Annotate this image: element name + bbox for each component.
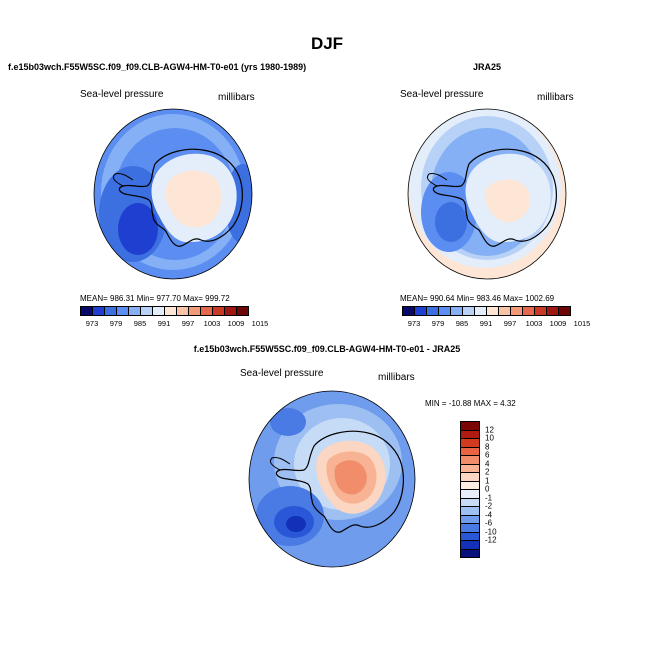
model-stats: MEAN= 986.31 Min= 977.70 Max= 999.72 <box>80 294 230 303</box>
obs-colorbar: 973 979 985 991 997 1003 1009 1015 <box>402 306 590 330</box>
diff-colorbar-tick-label: 1 <box>485 476 490 485</box>
obs-panel-title: JRA25 <box>473 62 502 72</box>
diff-antarctica-positive-core <box>334 460 367 495</box>
model-colorbar-swatch <box>236 306 249 316</box>
diff-low-deep <box>286 516 306 532</box>
model-panel-title: f.e15b03wch.F55W5SC.f09_f09.CLB-AGW4-HM-… <box>8 62 307 72</box>
figure-title: DJF <box>310 34 344 53</box>
model-colorbar: 973 979 985 991 997 1003 1009 1015 <box>80 306 268 330</box>
obs-units-label: millibars <box>537 92 574 103</box>
model-colorbar-tick-label: 985 <box>133 319 147 328</box>
diff-colorbar: 12 10 8 6 4 2 1 0 -1 -2 -4 -6 -10 -12 <box>460 421 510 558</box>
model-colorbar-tick-label: 1003 <box>203 319 221 328</box>
diff-colorbar-tick-label: -12 <box>485 535 497 545</box>
diff-colorbar-tick-label: -6 <box>485 518 493 528</box>
diff-variable-label: Sea-level pressure <box>240 368 324 379</box>
model-colorbar-tick-label: 1015 <box>251 319 269 328</box>
model-colorbar-tick-label: 997 <box>181 319 195 328</box>
diff-colorbar-tick-label: -10 <box>485 527 497 536</box>
diff-peninsula-outline <box>269 457 291 471</box>
obs-colorbar-swatch <box>558 306 571 316</box>
diff-colorbar-tick-label: -1 <box>485 493 493 502</box>
obs-colorbar-tick-label: 997 <box>503 319 517 328</box>
model-deep-low <box>118 203 158 255</box>
model-variable-label: Sea-level pressure <box>80 89 164 100</box>
obs-colorbar-tick-label: 1015 <box>573 319 591 328</box>
obs-peninsula-outline <box>426 173 448 187</box>
model-map-border <box>93 108 253 280</box>
model-colorbar-tick-label: 979 <box>109 319 123 328</box>
diff-map-border <box>248 390 416 568</box>
obs-colorbar-tick-label: 985 <box>455 319 469 328</box>
diff-colorbar-tick-label: 8 <box>485 442 490 451</box>
diff-colorbar-swatch <box>460 548 480 558</box>
diff-panel-title: f.e15b03wch.F55W5SC.f09_f09.CLB-AGW4-HM-… <box>193 344 461 354</box>
obs-colorbar-tick-label: 973 <box>407 319 421 328</box>
diff-low-north <box>270 408 306 436</box>
obs-map-border <box>407 108 567 280</box>
model-colorbar-tick-label: 973 <box>85 319 99 328</box>
model-colorbar-tick-label: 1009 <box>227 319 245 328</box>
diff-colorbar-tick-label: 6 <box>485 450 490 460</box>
obs-colorbar-tick-label: 991 <box>479 319 493 328</box>
model-antarctica-plateau <box>165 170 222 228</box>
diff-map <box>248 390 416 568</box>
obs-variable-label: Sea-level pressure <box>400 89 484 100</box>
diff-units-label: millibars <box>378 372 415 383</box>
model-map <box>93 108 253 280</box>
model-colorbar-tick-label: 991 <box>157 319 171 328</box>
obs-colorbar-tick-label: 1009 <box>549 319 567 328</box>
model-units-label: millibars <box>218 92 255 103</box>
obs-colorbar-tick-label: 979 <box>431 319 445 328</box>
obs-antarctica-plateau <box>484 179 530 223</box>
obs-map <box>407 108 567 280</box>
diff-colorbar-tick-label: 12 <box>485 425 494 434</box>
obs-stats: MEAN= 990.64 Min= 983.46 Max= 1002.69 <box>400 294 555 303</box>
obs-colorbar-tick-label: 1003 <box>525 319 543 328</box>
diff-colorbar-tick-label: -4 <box>485 510 493 519</box>
diff-colorbar-tick-label: 10 <box>485 433 494 443</box>
diff-stats: MIN = -10.88 MAX = 4.32 <box>425 399 516 408</box>
diff-colorbar-tick-label: -2 <box>485 501 493 511</box>
diff-colorbar-tick-label: 4 <box>485 459 490 468</box>
diff-colorbar-tick-label: 0 <box>485 484 490 494</box>
diff-colorbar-tick-label: 2 <box>485 467 490 477</box>
model-peninsula-outline <box>112 173 134 187</box>
obs-low-core <box>435 202 467 242</box>
